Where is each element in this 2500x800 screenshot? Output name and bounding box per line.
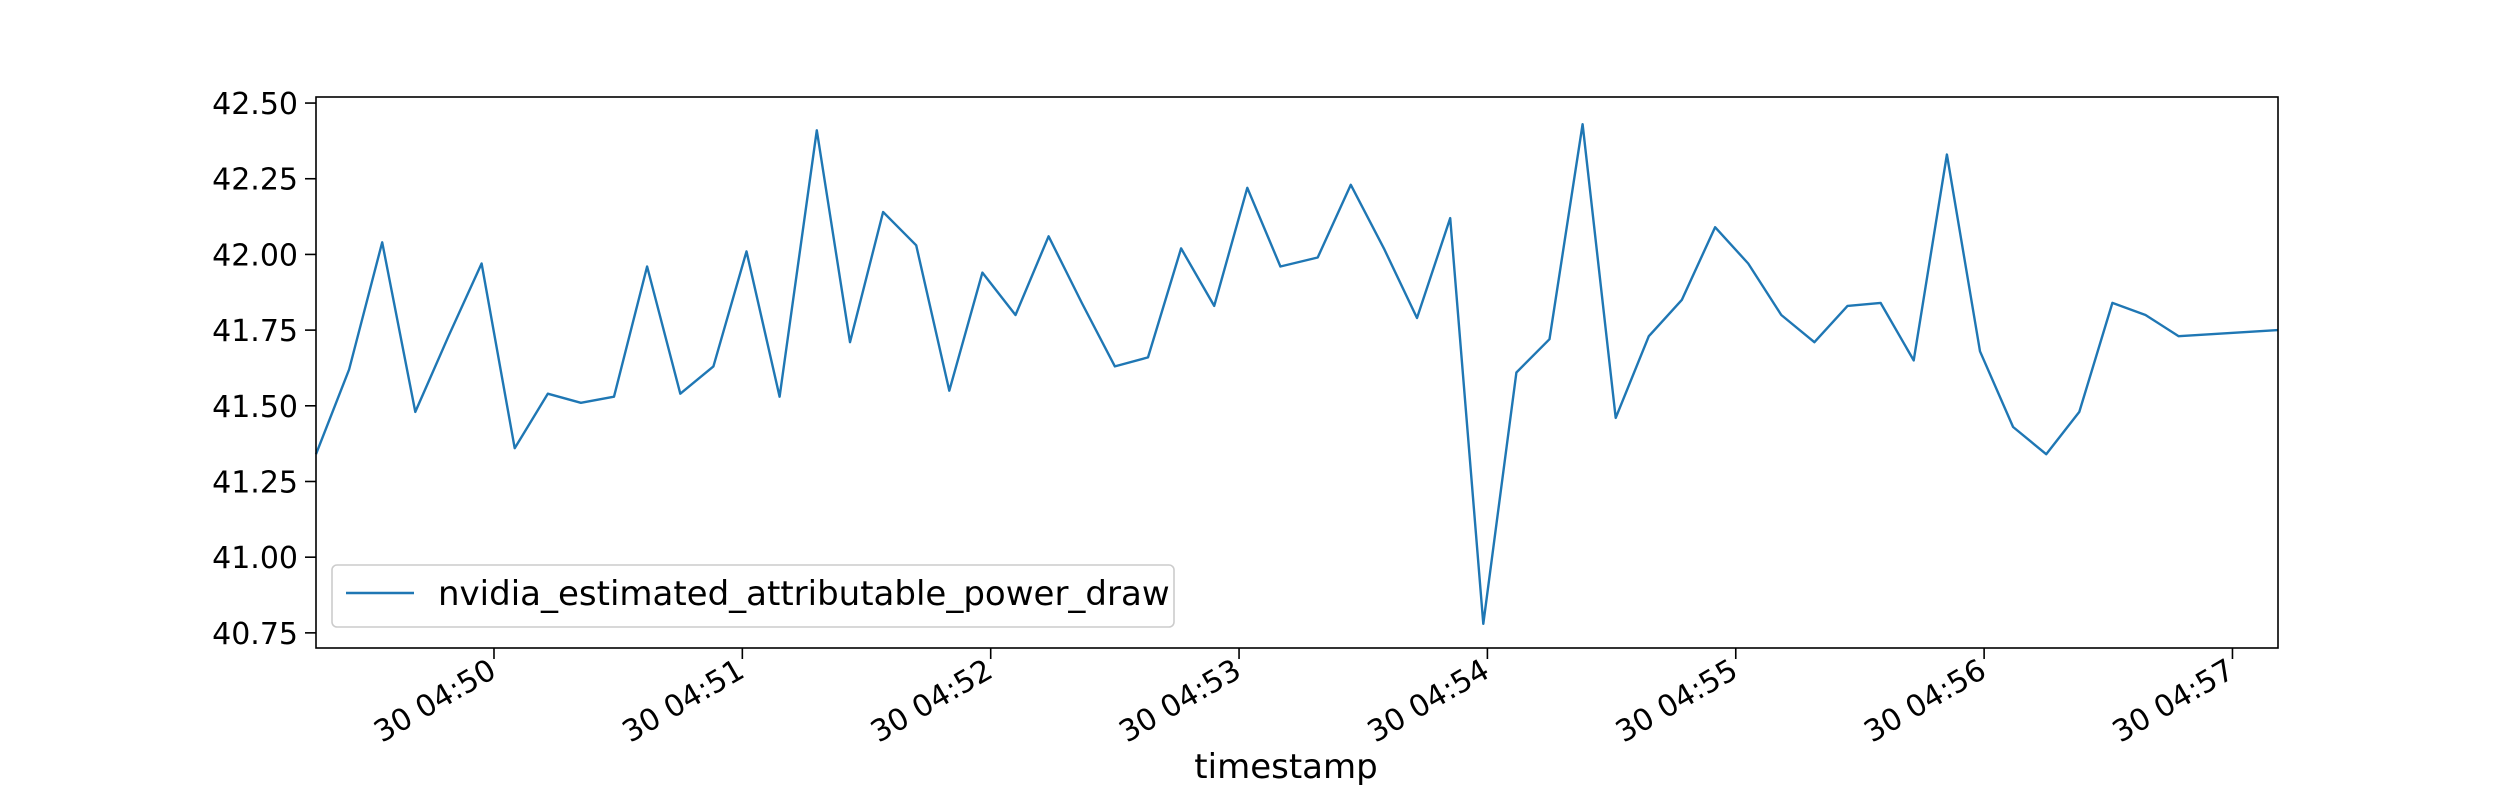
legend: nvidia_estimated_attributable_power_draw (331, 564, 1175, 628)
plot-area (314, 96, 2279, 649)
x-axis-title: timestamp (1194, 747, 1377, 787)
series-line-0 (314, 123, 2279, 625)
y-tick-label: 40.75 (212, 617, 298, 652)
y-tick-label: 41.00 (212, 541, 298, 576)
legend-label: nvidia_estimated_attributable_power_draw (438, 574, 1170, 614)
y-tick-label: 41.75 (212, 314, 298, 349)
plot-background (316, 97, 2278, 648)
y-tick-label: 42.25 (212, 163, 298, 198)
y-axis: 40.75 41.00 41.25 41.50 41.75 42.00 42.25 42.50 (212, 87, 316, 652)
y-tick-label: 42.00 (212, 238, 298, 273)
legend-box (331, 564, 1175, 628)
plot-frame (315, 96, 2279, 649)
y-tick-label: 41.50 (212, 390, 298, 425)
y-tick-label: 42.50 (212, 87, 298, 122)
y-tick-label: 41.25 (212, 465, 298, 500)
series-layer (314, 123, 2279, 625)
